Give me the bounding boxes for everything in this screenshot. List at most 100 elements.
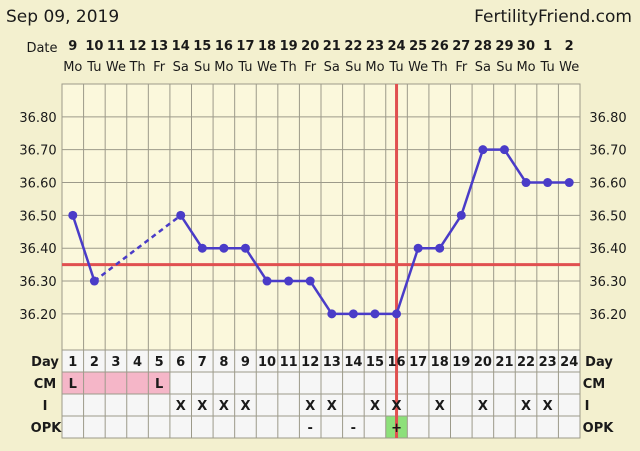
cycle-day-label: 4 [133,355,142,370]
temp-line-segment [244,247,269,282]
cycle-day-label: 18 [431,355,449,370]
date-label: 27 [452,39,470,54]
date-label: 19 [280,39,298,54]
y-tick-label-left: 36.60 [19,177,56,192]
date-label: 25 [409,39,427,54]
temp-point [543,178,553,188]
weekday-label: Th [128,60,145,75]
cycle-day-label: 13 [323,355,341,370]
cycle-day-label: 7 [198,355,207,370]
opk-value: - [308,421,313,436]
temp-point [197,243,207,253]
intercourse-mark: X [521,399,531,414]
cm-value: L [69,377,77,392]
date-label: 20 [301,39,319,54]
temp-point [392,309,402,319]
date-row-label: Date [26,41,57,56]
date-label: 12 [128,39,146,54]
intercourse-mark: X [305,399,315,414]
temp-line-segment [503,148,528,184]
date-label: 2 [565,39,574,54]
date-label: 17 [236,39,254,54]
intercourse-mark: X [370,399,380,414]
cm-cell-fill [83,372,106,394]
temp-point [456,210,466,220]
cm-cell-fill [126,372,149,394]
intercourse-mark: X [392,399,402,414]
weekday-label: We [257,60,277,75]
cycle-day-label: 19 [452,355,470,370]
y-tick-label-left: 36.50 [19,209,56,224]
intercourse-mark: X [543,399,553,414]
date-label: 23 [366,39,384,54]
y-tick-label-left: 36.20 [19,308,56,323]
weekday-label: Fr [153,60,166,75]
date-label: 28 [474,39,492,54]
temp-line-segment [71,214,96,282]
temp-point [68,210,78,220]
weekday-label: Tu [237,60,252,75]
weekday-label: Tu [388,60,403,75]
opk-row-label-right: OPK [583,421,615,436]
date-label: 24 [387,39,405,54]
cycle-day-label: 9 [241,355,250,370]
weekday-label: Th [431,60,448,75]
y-tick-label-right: 36.70 [589,144,626,159]
cycle-day-label: 12 [301,355,319,370]
day-row-label-right: Day [585,355,613,370]
date-label: 1 [543,39,552,54]
y-tick-label-left: 36.40 [19,242,56,257]
temp-point [176,210,186,220]
cycle-day-label: 6 [176,355,185,370]
date-label: 22 [344,39,362,54]
temp-point [478,145,488,155]
date-label: 11 [107,39,125,54]
intercourse-row-label-right: I [585,399,590,414]
temp-point [262,276,272,286]
weekday-label: Sa [324,60,340,75]
chart-date: Sep 09, 2019 [6,7,120,27]
temp-point [240,243,250,253]
site-name: FertilityFriend.com [474,7,632,27]
cm-cell-fill [105,372,127,394]
cycle-day-label: 10 [258,355,276,370]
y-tick-label-left: 36.70 [19,144,56,159]
cycle-day-label: 5 [155,355,164,370]
intercourse-mark: X [176,399,186,414]
weekday-label: Fr [304,60,317,75]
intercourse-mark: X [240,399,250,414]
y-tick-label-right: 36.30 [589,275,626,290]
intercourse-mark: X [327,399,337,414]
temp-point [413,243,423,253]
cycle-day-label: 16 [387,355,405,370]
cm-value: L [155,377,163,392]
weekday-label: Mo [63,60,82,75]
temp-point [370,309,380,319]
y-tick-label-right: 36.80 [589,111,626,126]
temp-point [327,309,337,319]
temp-line-segment [179,214,204,249]
y-tick-label-right: 36.40 [589,242,626,257]
date-label: 29 [495,39,513,54]
cycle-day-label: 2 [90,355,99,370]
temp-point [521,178,531,188]
cycle-day-label: 8 [219,355,228,370]
temp-point [564,178,574,188]
weekday-label: Su [194,60,211,75]
temp-point [435,243,445,253]
intercourse-mark: X [435,399,445,414]
date-label: 15 [193,39,211,54]
opk-value: - [351,421,356,436]
temp-line-segment [309,280,333,315]
cm-cell-fill [62,372,84,394]
cm-row-label-right: CM [583,377,605,392]
opk-value: + [391,421,402,436]
weekday-label: Mo [365,60,384,75]
cycle-day-label: 15 [366,355,384,370]
cycle-day-label: 23 [539,355,557,370]
temp-point [219,243,229,253]
date-label: 13 [150,39,168,54]
y-tick-label-right: 36.20 [589,308,626,323]
weekday-label: Su [496,60,513,75]
